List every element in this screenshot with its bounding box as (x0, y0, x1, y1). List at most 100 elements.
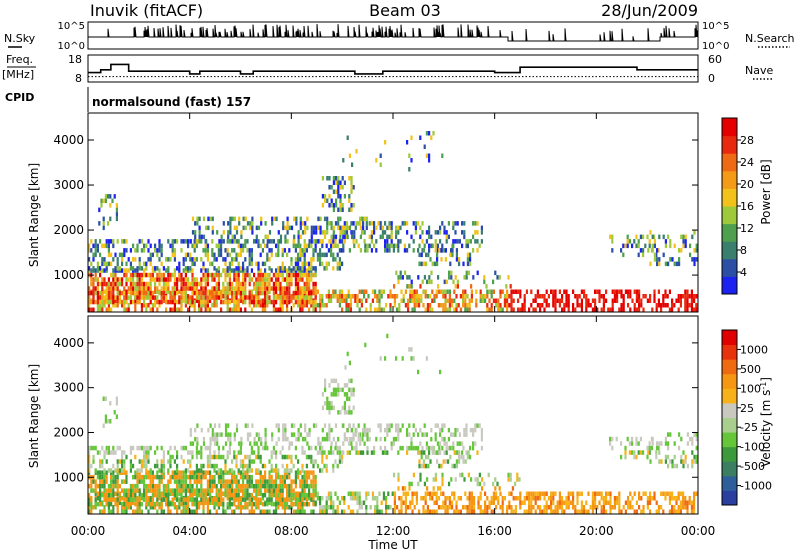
echo-cell (664, 261, 667, 267)
echo-cell (107, 239, 110, 244)
echo-cell (380, 294, 383, 299)
echo-cell (395, 225, 398, 231)
echo-cell (182, 500, 185, 505)
echo-cell (259, 483, 262, 489)
echo-cell (200, 307, 203, 312)
echo-cell (151, 470, 154, 475)
echo-cell (480, 230, 483, 235)
echo-cell (338, 298, 341, 303)
echo-cell (346, 410, 349, 415)
echo-cell (455, 252, 458, 258)
echo-cell (292, 290, 295, 296)
echo-cell (180, 290, 183, 296)
echo-cell (231, 268, 234, 273)
echo-cell (282, 432, 285, 437)
echo-cell (129, 505, 132, 510)
echo-cell (341, 509, 344, 514)
echo-cell (514, 496, 517, 501)
echo-cell (444, 459, 447, 464)
echo-cell (305, 295, 308, 300)
echo-cell (154, 286, 157, 291)
echo-cell (356, 496, 359, 501)
echo-cell (132, 299, 135, 305)
echo-cell (433, 500, 436, 505)
echo-cell (669, 239, 672, 244)
echo-cell (96, 290, 99, 296)
echo-cell (281, 492, 284, 498)
echo-cell (94, 468, 97, 473)
echo-cell (149, 445, 152, 451)
echo-cell (189, 281, 192, 287)
echo-cell (341, 450, 344, 455)
echo-cell (125, 454, 128, 460)
echo-cell (686, 505, 689, 510)
echo-cell (248, 257, 251, 262)
echo-cell (486, 496, 489, 501)
echo-cell (176, 307, 179, 312)
echo-cell (448, 289, 451, 294)
echo-cell (308, 474, 311, 480)
echo-cell (342, 243, 345, 249)
echo-cell (138, 239, 141, 244)
echo-cell (445, 239, 448, 244)
echo-cell (622, 298, 625, 303)
echo-cell (272, 295, 275, 300)
echo-cell (249, 221, 252, 226)
echo-cell (189, 432, 192, 437)
echo-cell (200, 483, 203, 489)
echo-cell (695, 432, 698, 437)
echo-cell (314, 299, 317, 305)
echo-cell (528, 500, 531, 505)
echo-cell (649, 230, 652, 235)
echo-cell (259, 303, 262, 308)
echo-cell (283, 295, 286, 300)
echo-cell (125, 501, 128, 507)
echo-cell (105, 261, 108, 267)
echo-cell (242, 492, 245, 498)
echo-cell (103, 505, 106, 510)
echo-cell (454, 230, 457, 235)
echo-cell (425, 153, 428, 158)
echo-cell (145, 445, 148, 451)
echo-cell (431, 445, 434, 451)
echo-cell (627, 303, 630, 308)
echo-cell (451, 303, 454, 308)
echo-cell (434, 436, 437, 442)
echo-cell (689, 436, 692, 442)
echo-cell (310, 272, 313, 278)
echo-cell (227, 423, 230, 428)
echo-cell (613, 505, 616, 510)
echo-cell (442, 307, 445, 312)
echo-cell (292, 463, 295, 469)
echo-cell (169, 459, 172, 464)
echo-cell (198, 450, 201, 455)
echo-cell (361, 216, 364, 222)
echo-cell (492, 298, 495, 303)
echo-cell (353, 243, 356, 249)
echo-cell (496, 275, 499, 280)
echo-cell (364, 342, 367, 348)
echo-cell (193, 277, 196, 282)
echo-cell (301, 286, 304, 291)
echo-cell (347, 505, 350, 510)
echo-cell (264, 474, 267, 480)
echo-cell (193, 479, 196, 484)
echo-cell (171, 252, 174, 258)
echo-cell (354, 496, 357, 501)
echo-cell (507, 477, 510, 482)
echo-cell (140, 303, 143, 308)
echo-cell (224, 483, 227, 489)
echo-cell (567, 298, 570, 303)
echo-cell (328, 194, 331, 199)
echo-cell (105, 488, 108, 493)
echo-cell (180, 474, 183, 480)
echo-cell (408, 423, 411, 428)
echo-cell (312, 290, 315, 296)
echo-cell (508, 505, 511, 510)
echo-cell (284, 239, 287, 244)
echo-cell (229, 432, 232, 437)
echo-cell (211, 216, 214, 222)
echo-cell (101, 243, 104, 249)
echo-cell (465, 239, 468, 244)
echo-cell (281, 479, 284, 484)
